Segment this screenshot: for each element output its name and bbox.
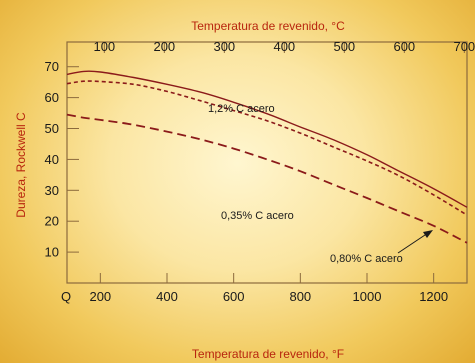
plot-frame (66, 41, 468, 284)
series-line-2 (66, 80, 468, 216)
top-tick-label-100: 100 (93, 39, 115, 54)
y-tick-label-70: 70 (45, 59, 59, 74)
x-tick-label-600: 600 (223, 289, 245, 304)
top-axis-title: Temperatura de revenido, °C (191, 19, 345, 33)
annotation-arrow-line (397, 232, 429, 254)
y-tick-label-50: 50 (45, 121, 59, 136)
top-tick-label-300: 300 (213, 39, 235, 54)
ticks-layer: 10 20 30 40 50 60 70 200 400 600 800 1000 1200 100 200… (45, 39, 475, 304)
y-tick-label-40: 40 (45, 152, 59, 167)
x-tick-label-1200: 1200 (419, 289, 448, 304)
series-line-3 (66, 113, 468, 244)
series-label-1-2-c: 1,2% C acero (208, 103, 275, 115)
annotation-arrowhead (423, 230, 433, 238)
x-tick-label-200: 200 (89, 289, 111, 304)
x-tick-label-400: 400 (156, 289, 178, 304)
top-tick-label-700: 700 (453, 39, 475, 54)
y-axis-title: Dureza, Rockwell C (14, 112, 28, 218)
y-tick-label-30: 30 (45, 183, 59, 198)
top-tick-label-600: 600 (393, 39, 415, 54)
series-line-1 (66, 70, 468, 208)
top-tick-label-500: 500 (333, 39, 355, 54)
curves-layer (66, 70, 468, 244)
bottom-axis-title: Temperatura de revenido, °F (192, 347, 344, 361)
origin-label: Q (61, 289, 71, 304)
series-label-0-35-c: 0,35% C acero (221, 210, 294, 222)
top-tick-label-200: 200 (153, 39, 175, 54)
y-tick-label-10: 10 (45, 245, 59, 260)
top-tick-label-400: 400 (273, 39, 295, 54)
x-tick-label-800: 800 (289, 289, 311, 304)
y-tick-label-60: 60 (45, 90, 59, 105)
x-tick-label-1000: 1000 (353, 289, 382, 304)
y-tick-label-20: 20 (45, 214, 59, 229)
series-label-0-80-c: 0,80% C acero (330, 253, 403, 265)
